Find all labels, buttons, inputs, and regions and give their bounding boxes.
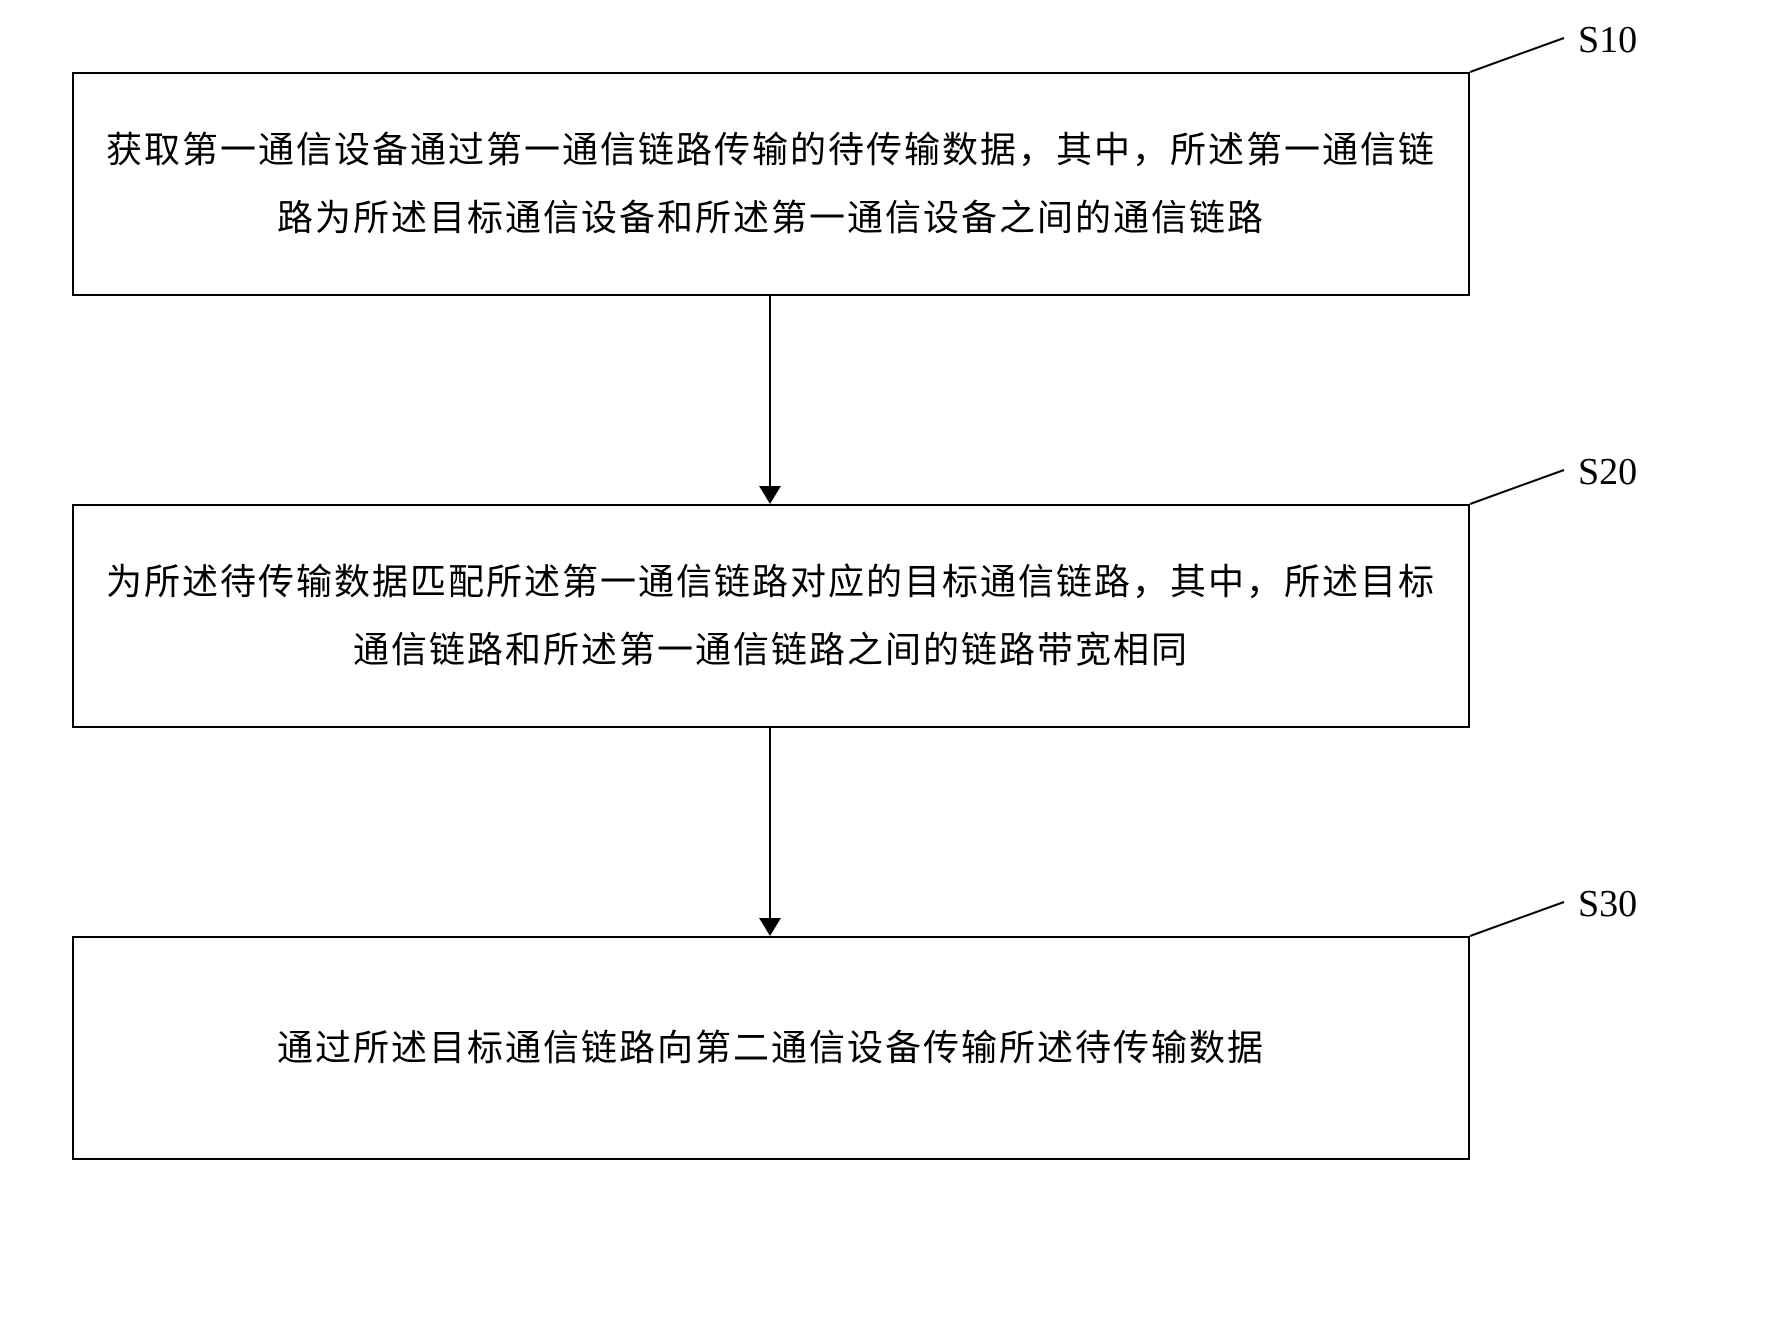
flow-node-s20-text: 为所述待传输数据匹配所述第一通信链路对应的目标通信链路，其中，所述目标通信链路和… bbox=[104, 548, 1438, 685]
label-leader-s30 bbox=[1470, 902, 1564, 936]
flowchart-canvas: 获取第一通信设备通过第一通信链路传输的待传输数据，其中，所述第一通信链路为所述目… bbox=[0, 0, 1776, 1342]
flow-node-s30: 通过所述目标通信链路向第二通信设备传输所述待传输数据 bbox=[72, 936, 1470, 1160]
step-label-s30: S30 bbox=[1578, 882, 1637, 926]
label-leader-s10 bbox=[1470, 38, 1564, 72]
flow-node-s10-text: 获取第一通信设备通过第一通信链路传输的待传输数据，其中，所述第一通信链路为所述目… bbox=[104, 116, 1438, 253]
label-leader-s20 bbox=[1470, 470, 1564, 504]
flow-node-s30-text: 通过所述目标通信链路向第二通信设备传输所述待传输数据 bbox=[277, 1014, 1265, 1082]
step-label-s20: S20 bbox=[1578, 450, 1637, 494]
edge-s10-s20-arrowhead bbox=[759, 486, 781, 504]
edge-s20-s30-arrowhead bbox=[759, 918, 781, 936]
flow-node-s20: 为所述待传输数据匹配所述第一通信链路对应的目标通信链路，其中，所述目标通信链路和… bbox=[72, 504, 1470, 728]
flow-node-s10: 获取第一通信设备通过第一通信链路传输的待传输数据，其中，所述第一通信链路为所述目… bbox=[72, 72, 1470, 296]
step-label-s10: S10 bbox=[1578, 18, 1637, 62]
